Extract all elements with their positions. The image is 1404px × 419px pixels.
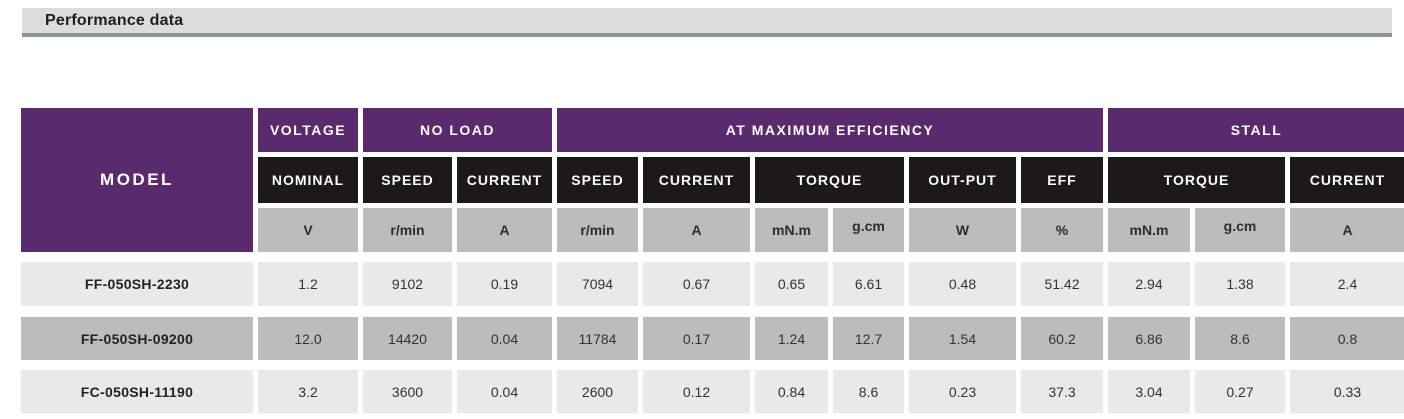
data-cell: 6.86 — [1108, 317, 1190, 360]
data-cell: 12.7 — [833, 317, 904, 360]
data-cell: 11784 — [557, 317, 638, 360]
unit-cell-speed-noload: r/min — [363, 208, 452, 252]
data-cell: 6.61 — [833, 262, 904, 306]
data-cell: 0.04 — [457, 317, 552, 360]
data-cell: 0.17 — [643, 317, 750, 360]
unit-cell-eff: % — [1021, 208, 1103, 252]
section-title-bar: Performance data — [22, 8, 1392, 37]
subheader-output: OUT-PUT — [909, 157, 1016, 203]
unit-cell-torque-gcm-stall: g.cm — [1195, 208, 1285, 252]
data-cell: 0.84 — [755, 370, 828, 413]
group-header-stall: STALL — [1108, 108, 1404, 152]
subheader-eff: EFF — [1021, 157, 1103, 203]
data-cell: 1.54 — [909, 317, 1016, 360]
data-cell: 0.8 — [1290, 317, 1404, 360]
section-title: Performance data — [45, 11, 184, 29]
subheader-torque-stall: TORQUE — [1108, 157, 1285, 203]
data-cell: 0.23 — [909, 370, 1016, 413]
group-header-no-load: NO LOAD — [363, 108, 552, 152]
data-cell: 0.33 — [1290, 370, 1404, 413]
data-cell: 1.38 — [1195, 262, 1285, 306]
subheader-current-noload: CURRENT — [457, 157, 552, 203]
subheader-speed-maxeff: SPEED — [557, 157, 638, 203]
unit-cell-torque-mnm-maxeff: mN.m — [755, 208, 828, 252]
model-cell: FF-050SH-09200 — [21, 317, 253, 360]
subheader-current-maxeff: CURRENT — [643, 157, 750, 203]
data-cell: 1.24 — [755, 317, 828, 360]
data-cell: 9102 — [363, 262, 452, 306]
subheader-speed-noload: SPEED — [363, 157, 452, 203]
unit-cell-torque-mnm-stall: mN.m — [1108, 208, 1190, 252]
group-header-voltage: VOLTAGE — [258, 108, 358, 152]
unit-cell-output: W — [909, 208, 1016, 252]
subheader-torque-maxeff: TORQUE — [755, 157, 904, 203]
data-cell: 0.04 — [457, 370, 552, 413]
model-cell: FC-050SH-11190 — [21, 370, 253, 413]
performance-table: MODEL VOLTAGE NO LOAD AT MAXIMUM EFFICIE… — [21, 108, 1404, 413]
subheader-current-stall: CURRENT — [1290, 157, 1404, 203]
data-cell: 51.42 — [1021, 262, 1103, 306]
data-cell: 14420 — [363, 317, 452, 360]
data-cell: 0.65 — [755, 262, 828, 306]
data-cell: 0.67 — [643, 262, 750, 306]
data-cell: 0.48 — [909, 262, 1016, 306]
data-cell: 3.04 — [1108, 370, 1190, 413]
data-cell: 2.94 — [1108, 262, 1190, 306]
unit-cell-voltage: V — [258, 208, 358, 252]
unit-cell-current-maxeff: A — [643, 208, 750, 252]
column-header-model: MODEL — [21, 108, 253, 252]
data-cell: 7094 — [557, 262, 638, 306]
data-cell: 37.3 — [1021, 370, 1103, 413]
data-cell: 60.2 — [1021, 317, 1103, 360]
data-cell: 8.6 — [833, 370, 904, 413]
group-header-max-efficiency: AT MAXIMUM EFFICIENCY — [557, 108, 1103, 152]
data-cell: 2600 — [557, 370, 638, 413]
unit-cell-speed-maxeff: r/min — [557, 208, 638, 252]
unit-cell-current-noload: A — [457, 208, 552, 252]
data-cell: 3600 — [363, 370, 452, 413]
data-cell: 3.2 — [258, 370, 358, 413]
data-cell: 0.19 — [457, 262, 552, 306]
data-cell: 0.12 — [643, 370, 750, 413]
unit-cell-torque-gcm-maxeff: g.cm — [833, 208, 904, 252]
data-cell: 8.6 — [1195, 317, 1285, 360]
data-cell: 2.4 — [1290, 262, 1404, 306]
subheader-nominal: NOMINAL — [258, 157, 358, 203]
data-cell: 0.27 — [1195, 370, 1285, 413]
data-cell: 12.0 — [258, 317, 358, 360]
unit-cell-current-stall: A — [1290, 208, 1404, 252]
data-cell: 1.2 — [258, 262, 358, 306]
model-cell: FF-050SH-2230 — [21, 262, 253, 306]
